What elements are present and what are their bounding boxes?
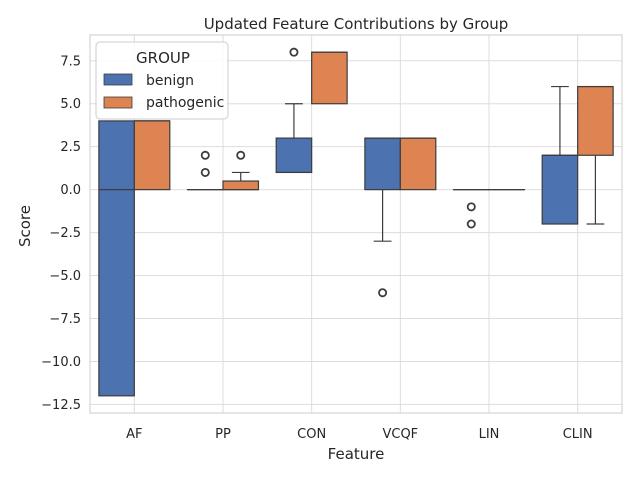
box-pathogenic-con xyxy=(311,51,348,105)
x-tick-label: CLIN xyxy=(563,427,593,442)
box-outlier xyxy=(378,288,388,298)
box-benign-vcqf xyxy=(364,137,401,298)
plot-area-frame xyxy=(89,34,623,414)
box-outlier xyxy=(200,167,210,177)
box-body xyxy=(222,180,260,191)
box-outlier xyxy=(466,219,476,229)
y-tick-label: 7.5 xyxy=(60,54,81,69)
y-axis-label: Score xyxy=(16,205,34,247)
x-tick-label: PP xyxy=(215,427,231,442)
box-benign-con xyxy=(275,47,313,174)
y-tick-label: −2.5 xyxy=(49,226,81,241)
y-tick-label: 0.0 xyxy=(60,183,81,198)
legend-label-benign: benign xyxy=(146,73,194,89)
legend-swatch-benign xyxy=(103,73,133,86)
box-benign-clin xyxy=(541,85,579,225)
box-outlier xyxy=(236,150,246,160)
box-body xyxy=(275,137,313,174)
box-benign-af xyxy=(98,120,135,397)
box-body xyxy=(577,85,614,156)
y-tick-labels: 7.5 5.0 2.5 0.0 −2.5 −5.0 −7.5 −10.0 −12.5 xyxy=(41,54,81,413)
x-tick-label: LIN xyxy=(479,427,500,442)
legend-title: GROUP xyxy=(136,49,190,67)
legend: GROUP benign pathogenic xyxy=(95,41,229,120)
box-body xyxy=(133,120,171,191)
x-tick-label: CON xyxy=(297,427,326,442)
box-body xyxy=(98,120,135,397)
chart-title: Updated Feature Contributions by Group xyxy=(204,15,509,33)
y-tick-label: 5.0 xyxy=(60,97,81,112)
x-tick-labels: AF PP CON VCQF LIN CLIN xyxy=(126,427,592,442)
box-body xyxy=(399,137,437,191)
y-tick-label: −5.0 xyxy=(49,269,81,284)
y-tick-label: −10.0 xyxy=(41,355,81,370)
x-axis-label: Feature xyxy=(328,445,385,463)
box-outlier xyxy=(466,202,476,212)
box-pathogenic-clin xyxy=(577,85,614,225)
box-pathogenic-vcqf xyxy=(399,137,437,191)
box-body xyxy=(541,154,579,225)
box-outlier xyxy=(289,47,299,57)
box-body xyxy=(364,137,401,191)
box-pathogenic-af xyxy=(133,120,171,191)
boxes-layer xyxy=(98,47,614,397)
y-tick-label: −12.5 xyxy=(41,398,81,413)
box-pathogenic-pp xyxy=(222,150,260,191)
y-tick-label: −7.5 xyxy=(49,312,81,327)
x-tick-label: AF xyxy=(126,427,142,442)
y-tick-label: 2.5 xyxy=(60,140,81,155)
box-body xyxy=(311,51,348,105)
legend-label-pathogenic: pathogenic xyxy=(146,95,224,111)
x-tick-label: VCQF xyxy=(382,427,418,442)
box-outlier xyxy=(200,150,210,160)
legend-swatch-pathogenic xyxy=(103,96,133,109)
